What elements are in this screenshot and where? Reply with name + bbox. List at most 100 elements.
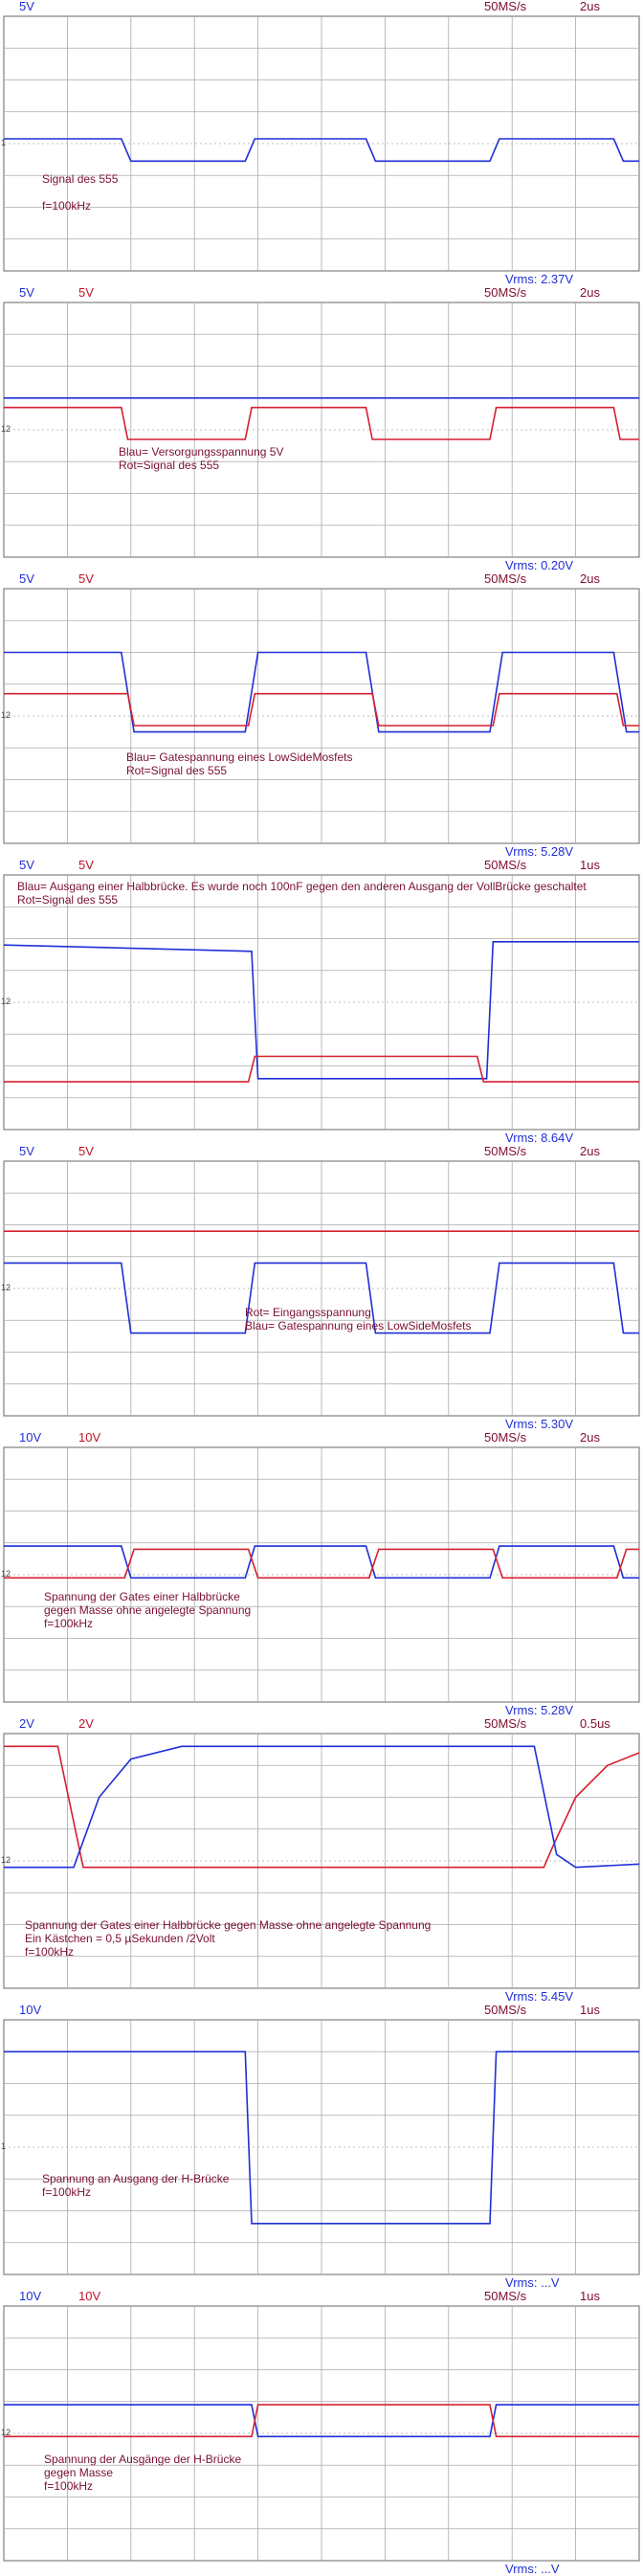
trace-blue (4, 1745, 640, 1869)
scope-panel-7: 2V 2V 50MS/s 0.5us 12 Spannung der Gates eine… (0, 1717, 643, 2004)
annotation: Blau= Versorgungsspannung 5V Rot=Signal d… (119, 445, 283, 472)
channel-marker: 12 (1, 710, 11, 720)
annotation-line: Ein Kästchen = 0,5 µSekunden /2Volt (25, 1932, 215, 1945)
annotation-line: f=100kHz (42, 199, 92, 213)
trace-red (4, 2404, 639, 2438)
ch1-scale: 5V (19, 0, 34, 13)
ch1-scale: 5V (19, 1144, 34, 1158)
scope-panel-2: 5V 5V 50MS/s 2us 12 Blau= Versorgungsspannung… (0, 286, 643, 572)
channel-marker: 1 (1, 2141, 7, 2151)
scope-header: 2V 2V 50MS/s 0.5us (0, 1717, 643, 1731)
ch1-scale: 10V (19, 2003, 42, 2017)
annotation-line: Spannung der Ausgänge der H-Brücke (44, 2453, 242, 2466)
scope-header: 10V 50MS/s 1us (0, 2004, 643, 2017)
annotation-line: gegen Masse (44, 2466, 114, 2479)
scope-panel-3: 5V 5V 50MS/s 2us 12 Blau= Gatespannung eines … (0, 572, 643, 859)
ch1-scale: 5V (19, 571, 34, 586)
annotation-line: Spannung der Gates einer Halbbrücke (44, 1590, 240, 1603)
trace-red (4, 406, 639, 440)
vrms-readout: Vrms: 5.28V (505, 844, 574, 859)
annotation-line: Rot=Signal des 555 (17, 893, 119, 907)
scope-header: 5V 5V 50MS/s 1us (0, 859, 643, 872)
annotation: Spannung an Ausgang der H-Brücke f=100kHz (42, 2172, 229, 2199)
annotation-line: f=100kHz (44, 2479, 94, 2493)
scope-panel-9: 10V 10V 50MS/s 1us 12 Spannung der Ausgänge d… (0, 2290, 643, 2576)
annotation: Rot= Eingangsspannung Blau= Gatespannung … (245, 1306, 472, 1333)
scope-plot (3, 15, 640, 272)
samplerate: 50MS/s (484, 571, 527, 586)
ch1-scale: 10V (19, 2289, 42, 2303)
channel-marker: 12 (1, 424, 11, 434)
annotation-line: Rot=Signal des 555 (119, 459, 220, 472)
ch1-scale: 10V (19, 1430, 42, 1445)
scope-header: 5V 5V 50MS/s 2us (0, 286, 643, 300)
scope-plot (3, 874, 640, 1131)
samplerate: 50MS/s (484, 1430, 527, 1445)
vrms-readout: Vrms: ...V (505, 2562, 560, 2576)
scope-panel-8: 10V 50MS/s 1us 1 Spannung an Ausgang der H-B… (0, 2004, 643, 2290)
trace-red (4, 1745, 640, 1869)
timebase: 2us (580, 0, 600, 13)
annotation-line: gegen Masse ohne angelegte Spannung (44, 1603, 252, 1617)
annotation-line: Blau= Ausgang einer Halbbrücke. Es wurde… (17, 880, 587, 893)
vrms-readout: Vrms: 5.45V (505, 1989, 574, 2004)
annotation: Spannung der Gates einer Halbbrücke gege… (25, 1918, 431, 1959)
annotation-line: f=100kHz (42, 2185, 92, 2199)
ch2-scale: 10V (78, 1430, 101, 1445)
trace-red (4, 692, 639, 727)
annotation-line: f=100kHz (25, 1945, 75, 1959)
scope-header: 10V 10V 50MS/s 2us (0, 1431, 643, 1445)
scope-header: 5V 5V 50MS/s 2us (0, 1145, 643, 1158)
trace-red (4, 1548, 639, 1579)
scope-panel-1: 5V 50MS/s 2us 1 Signal des 555 f=100kHz Vrms:… (0, 0, 643, 286)
scope-plot (3, 1446, 640, 1703)
annotation-line: Blau= Versorgungsspannung 5V (119, 445, 284, 459)
annotation-line: Spannung an Ausgang der H-Brücke (42, 2172, 230, 2185)
ch1-scale: 5V (19, 285, 34, 300)
scope-plot (3, 1733, 640, 1989)
annotation-line: Rot=Signal des 555 (126, 764, 228, 777)
scope-plot (3, 302, 640, 558)
scope-header: 5V 5V 50MS/s 2us (0, 572, 643, 586)
scope-panel-5: 5V 5V 50MS/s 2us 12 Rot= Eingangsspannung Blau… (0, 1145, 643, 1431)
ch1-scale: 2V (19, 1716, 34, 1731)
ch2-scale: 5V (78, 285, 94, 300)
timebase: 2us (580, 285, 600, 300)
annotation-line: Signal des 555 (42, 172, 119, 186)
scope-plot (3, 2305, 640, 2562)
samplerate: 50MS/s (484, 285, 527, 300)
timebase: 2us (580, 1430, 600, 1445)
annotation: Signal des 555 f=100kHz (42, 172, 118, 213)
channel-marker: 12 (1, 1569, 11, 1579)
samplerate: 50MS/s (484, 858, 527, 872)
timebase: 1us (580, 2003, 600, 2017)
scope-plot (3, 2019, 640, 2275)
ch1-scale: 5V (19, 858, 34, 872)
ch2-scale: 2V (78, 1716, 94, 1731)
scope-panel-4: 5V 5V 50MS/s 1us 12 Blau= Ausgang einer Halbb… (0, 859, 643, 1145)
channel-marker: 12 (1, 1283, 11, 1292)
scope-plot (3, 588, 640, 844)
trace-blue (3, 941, 639, 1080)
samplerate: 50MS/s (484, 2289, 527, 2303)
vrms-readout: Vrms: 5.30V (505, 1417, 574, 1431)
vrms-readout: Vrms: 8.64V (505, 1131, 574, 1145)
scope-panel-6: 10V 10V 50MS/s 2us 12 Spannung der Gates eine… (0, 1431, 643, 1717)
annotation: Blau= Ausgang einer Halbbrücke. Es wurde… (17, 880, 587, 907)
trace-blue (4, 2050, 639, 2225)
channel-marker: 1 (1, 138, 7, 147)
timebase: 1us (580, 2289, 600, 2303)
annotation-line: f=100kHz (44, 1617, 94, 1630)
annotation-line: Blau= Gatespannung eines LowSideMosfets (126, 750, 353, 764)
trace-red (4, 1055, 639, 1083)
scope-header: 10V 10V 50MS/s 1us (0, 2290, 643, 2303)
annotation-line (42, 186, 118, 199)
vrms-readout: Vrms: 5.28V (505, 1703, 574, 1717)
timebase: 1us (580, 858, 600, 872)
timebase: 0.5us (580, 1716, 610, 1731)
annotation-line: Rot= Eingangsspannung (245, 1306, 371, 1319)
samplerate: 50MS/s (484, 1716, 527, 1731)
ch2-scale: 5V (78, 571, 94, 586)
annotation: Spannung der Gates einer Halbbrücke gegen… (44, 1590, 251, 1630)
channel-marker: 12 (1, 997, 11, 1006)
